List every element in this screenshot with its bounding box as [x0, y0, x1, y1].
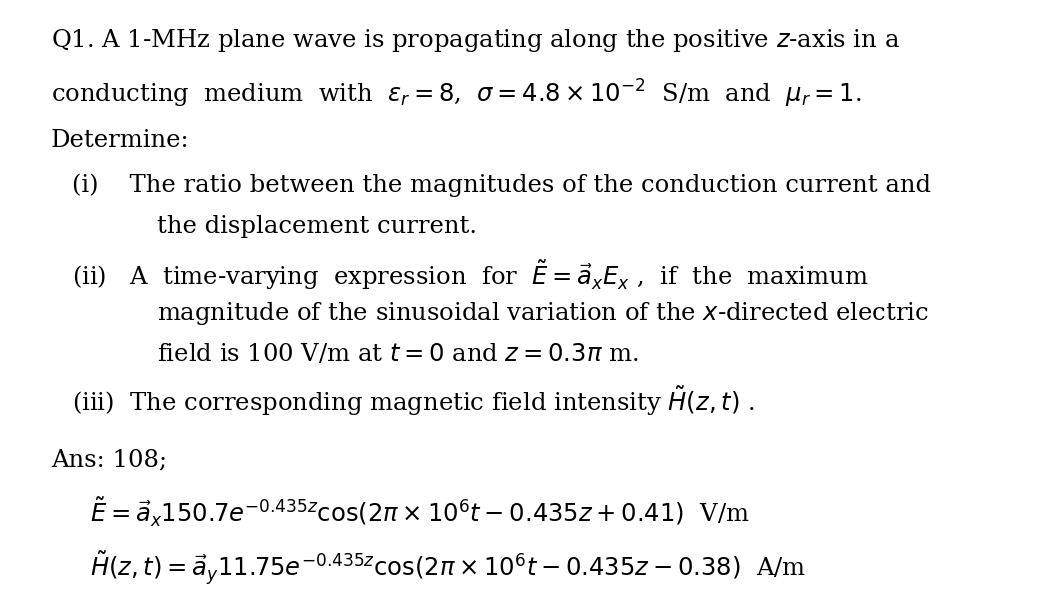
Text: conducting  medium  with  $\varepsilon_r = 8$,  $\sigma = 4.8 \times 10^{-2}$  S: conducting medium with $\varepsilon_r = …	[51, 78, 862, 110]
Text: magnitude of the sinusoidal variation of the $x$-directed electric: magnitude of the sinusoidal variation of…	[157, 300, 930, 327]
Text: Ans: 108;: Ans: 108;	[51, 448, 167, 471]
Text: (ii)   A  time-varying  expression  for  $\tilde{E} = \vec{a}_x E_x$ ,  if  the : (ii) A time-varying expression for $\til…	[72, 258, 869, 292]
Text: $\tilde{E} = \vec{a}_x 150.7e^{-0.435z} \cos( 2\pi \times 10^6 t - 0.435z + 0.41: $\tilde{E} = \vec{a}_x 150.7e^{-0.435z} …	[90, 496, 750, 529]
Text: (iii)  The corresponding magnetic field intensity $\tilde{H}(z, t)$ .: (iii) The corresponding magnetic field i…	[72, 384, 755, 418]
Text: Q1. A 1-MHz plane wave is propagating along the positive $z$-axis in a: Q1. A 1-MHz plane wave is propagating al…	[51, 27, 900, 54]
Text: $\tilde{H}(z,t) = \vec{a}_y 11.75e^{-0.435z} \cos( 2\pi \times 10^6 t - 0.435z -: $\tilde{H}(z,t) = \vec{a}_y 11.75e^{-0.4…	[90, 549, 807, 587]
Text: Determine:: Determine:	[51, 129, 189, 151]
Text: field is 100 V/m at $t = 0$ and $z = 0.3\pi$ m.: field is 100 V/m at $t = 0$ and $z = 0.3…	[157, 342, 639, 366]
Text: the displacement current.: the displacement current.	[157, 215, 478, 238]
Text: (i)    The ratio between the magnitudes of the conduction current and: (i) The ratio between the magnitudes of …	[72, 173, 931, 197]
